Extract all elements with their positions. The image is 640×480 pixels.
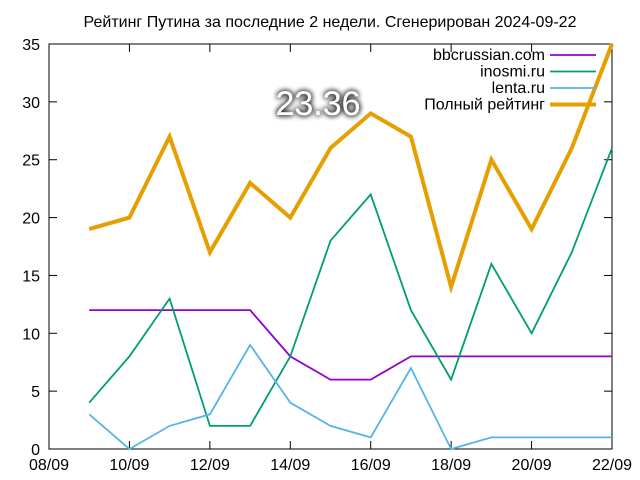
y-tick-label: 15	[22, 268, 40, 285]
y-tick-label: 0	[31, 442, 40, 459]
series-line-4	[88, 43, 614, 295]
x-tick-label: 22/09	[592, 457, 632, 474]
chart-title: Рейтинг Путина за последние 2 недели. Сг…	[84, 14, 577, 31]
x-tick-label: 20/09	[512, 457, 552, 474]
y-tick-label: 25	[22, 153, 40, 170]
current-rating-annotation: 23.36	[275, 85, 360, 123]
legend-label-2: inosmi.ru	[480, 64, 545, 81]
y-tick-label: 30	[22, 95, 40, 112]
x-tick-label: 10/09	[109, 457, 149, 474]
y-tick-label: 5	[31, 384, 40, 401]
x-tick-label: 16/09	[351, 457, 391, 474]
series-line-1	[89, 309, 612, 381]
series-line-3	[88, 343, 612, 451]
legend-label-1: bbcrussian.com	[433, 47, 545, 64]
x-tick-label: 18/09	[431, 457, 471, 474]
x-tick-label: 08/09	[29, 457, 69, 474]
y-tick-label: 10	[22, 326, 40, 343]
legend-label-4: Полный рейтинг	[424, 97, 545, 114]
plot-frame	[48, 43, 613, 450]
legend-label-3: lenta.ru	[492, 80, 545, 97]
x-tick-label: 12/09	[190, 457, 230, 474]
y-tick-label: 20	[22, 211, 40, 228]
y-tick-label: 35	[22, 37, 40, 54]
series-line-2	[88, 147, 613, 427]
x-tick-label: 14/09	[270, 457, 310, 474]
